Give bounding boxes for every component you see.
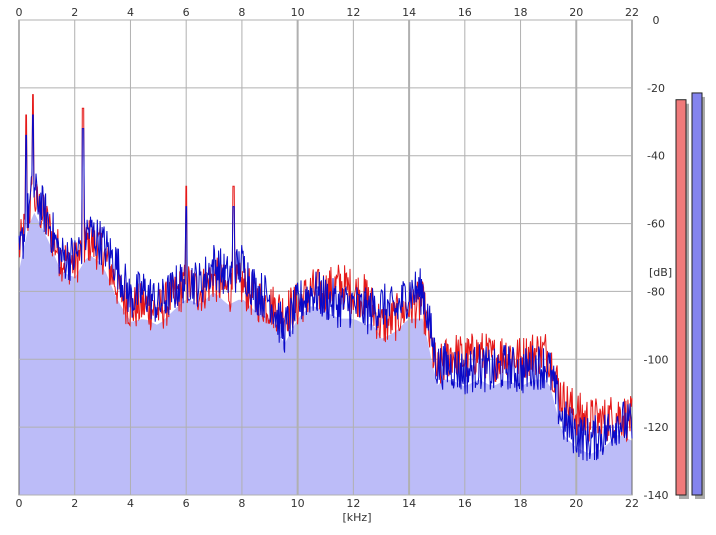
- x-tick-label-bottom: 0: [16, 497, 23, 510]
- x-tick-label-top: 4: [127, 6, 134, 19]
- series-line-blue: [18, 114, 633, 461]
- x-tick-label-bottom: 12: [346, 497, 360, 510]
- x-tick-label-top: 22: [625, 6, 639, 19]
- x-tick-label-bottom: 6: [183, 497, 190, 510]
- x-tick-label-top: 16: [458, 6, 472, 19]
- x-tick-label-top: 8: [238, 6, 245, 19]
- x-tick-label-bottom: 22: [625, 497, 639, 510]
- y-axis-unit-label: [dB]: [649, 266, 672, 279]
- y-tick-label: -20: [647, 82, 665, 95]
- x-tick-label-bottom: 14: [402, 497, 416, 510]
- x-tick-label-bottom: 10: [291, 497, 305, 510]
- level-meter-blue: [691, 92, 703, 496]
- x-tick-label-top: 6: [183, 6, 190, 19]
- y-tick-label: -40: [647, 150, 665, 163]
- x-tick-label-bottom: 16: [458, 497, 472, 510]
- y-tick-label: -60: [647, 218, 665, 231]
- x-tick-label-bottom: 4: [127, 497, 134, 510]
- fill-layer: [19, 212, 632, 495]
- x-tick-label-top: 12: [346, 6, 360, 19]
- x-tick-label-top: 20: [569, 6, 583, 19]
- spectrum-fill-area: [19, 212, 632, 495]
- x-tick-label-top: 2: [71, 6, 78, 19]
- series-layer: [18, 94, 633, 461]
- y-tick-label: -100: [644, 353, 669, 366]
- x-tick-label-top: 0: [16, 6, 23, 19]
- x-tick-label-bottom: 20: [569, 497, 583, 510]
- x-tick-label-bottom: 8: [238, 497, 245, 510]
- x-tick-label-top: 18: [514, 6, 528, 19]
- y-tick-label: 0: [653, 14, 660, 27]
- tick-labels: 002244668810101212141416161818202022220-…: [16, 6, 669, 510]
- level-meters: [675, 92, 705, 500]
- x-tick-label-bottom: 2: [71, 497, 78, 510]
- y-tick-label: -140: [644, 489, 669, 502]
- y-tick-label: -80: [647, 285, 665, 298]
- x-tick-label-bottom: 18: [514, 497, 528, 510]
- x-tick-label-top: 14: [402, 6, 416, 19]
- x-axis-unit-label: [kHz]: [343, 511, 372, 524]
- y-tick-label: -120: [644, 421, 669, 434]
- x-tick-label-top: 10: [291, 6, 305, 19]
- level-meter-red: [675, 99, 687, 496]
